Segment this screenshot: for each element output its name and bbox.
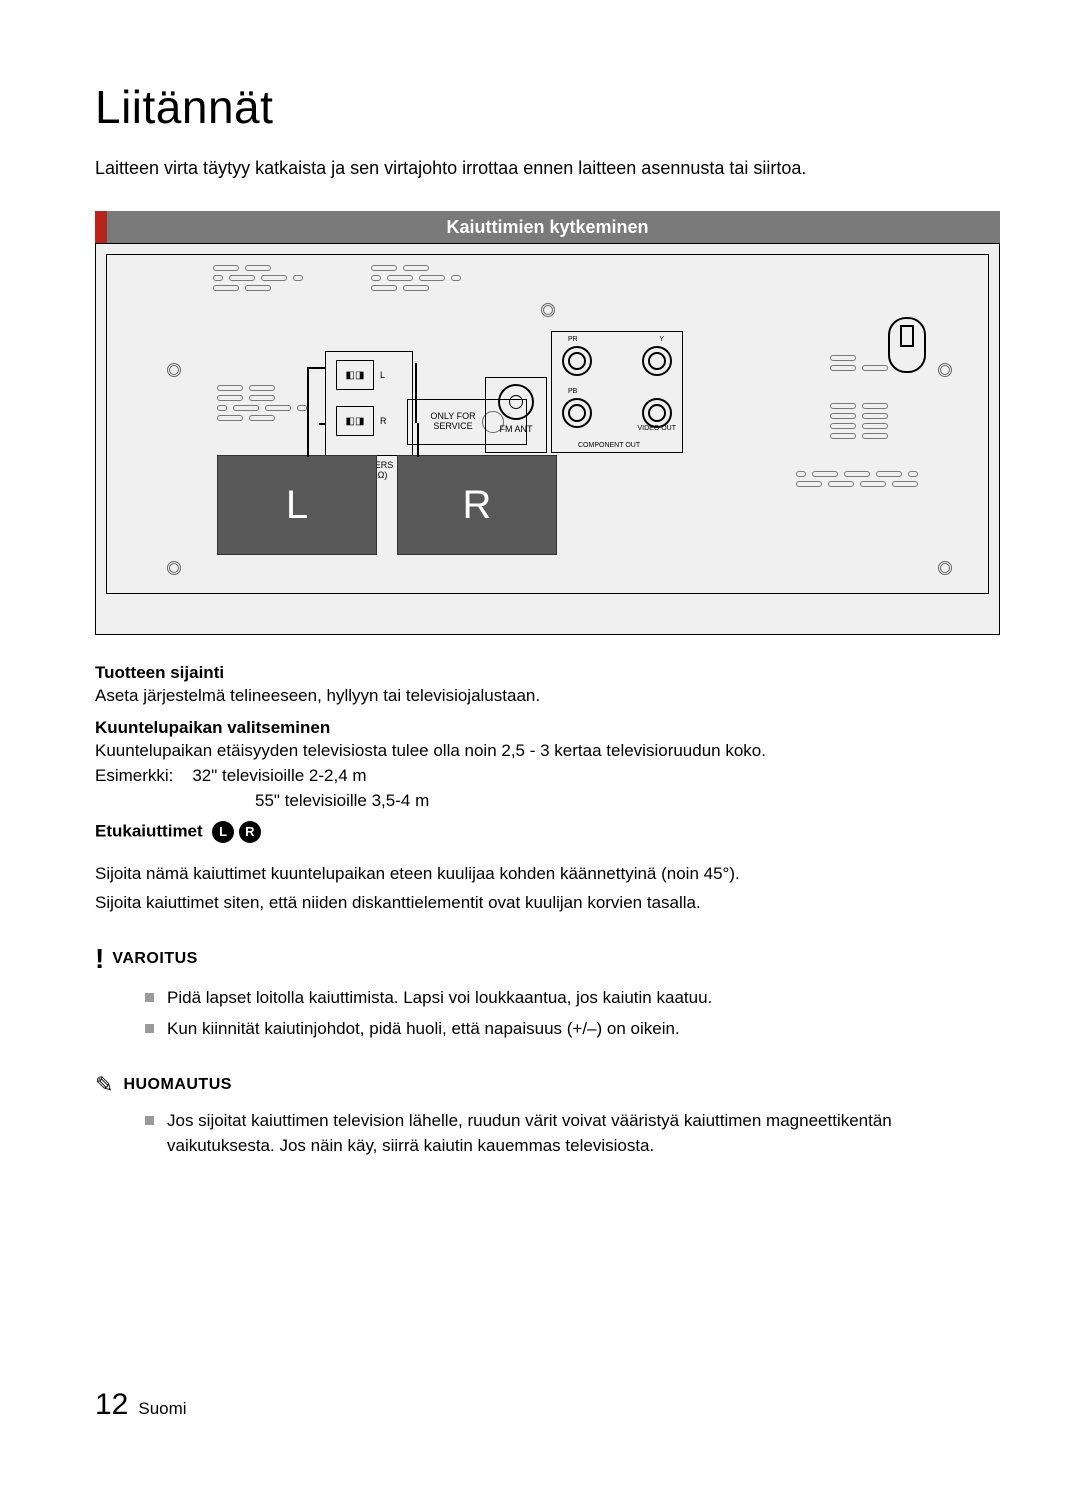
page-footer: 12 Suomi bbox=[95, 1388, 187, 1422]
rca-y bbox=[642, 346, 672, 376]
speaker-r-letter: R bbox=[463, 483, 492, 528]
service-label: ONLY FORSERVICE bbox=[430, 412, 475, 432]
page-subtitle: Laitteen virta täytyy katkaista ja sen v… bbox=[95, 158, 1000, 179]
screw-icon bbox=[167, 561, 181, 575]
example-row: Esimerkki: 32" televisioille 2-2,4 m bbox=[95, 765, 1000, 788]
vent-group bbox=[796, 471, 918, 487]
component-out-label: COMPONENT OUT bbox=[578, 442, 640, 449]
fm-ant-connector bbox=[498, 384, 534, 420]
l-label: L bbox=[380, 370, 385, 380]
pr-label: PR bbox=[568, 336, 578, 343]
example-55: 55" televisioille 3,5-4 m bbox=[255, 790, 1000, 813]
pb-label: PB bbox=[568, 388, 577, 395]
warning-header: ! VAROITUS bbox=[95, 943, 1000, 975]
front-speakers-heading: Etukaiuttimet L R bbox=[95, 821, 1000, 843]
vent-group bbox=[217, 385, 307, 421]
cable bbox=[309, 367, 325, 369]
cable bbox=[415, 363, 417, 423]
cable bbox=[307, 367, 309, 457]
listening-location-text: Kuuntelupaikan etäisyyden televisiosta t… bbox=[95, 740, 1000, 763]
cable bbox=[319, 423, 325, 425]
section-header: Kaiuttimien kytkeminen bbox=[95, 211, 1000, 243]
fm-ant-label: FM ANT bbox=[500, 424, 533, 434]
left-front-speaker: L bbox=[217, 455, 377, 555]
front-text-1: Sijoita nämä kaiuttimet kuuntelupaikan e… bbox=[95, 863, 1000, 886]
cable bbox=[417, 423, 419, 457]
r-label: R bbox=[380, 416, 387, 426]
rca-pr bbox=[562, 346, 592, 376]
screw-icon bbox=[167, 363, 181, 377]
vent-group bbox=[830, 403, 888, 439]
listening-location-heading: Kuuntelupaikan valitseminen bbox=[95, 718, 1000, 738]
note-item: Jos sijoitat kaiuttimen television lähel… bbox=[145, 1108, 1000, 1159]
video-out-label: VIDEO OUT bbox=[637, 425, 676, 432]
note-title: HUOMAUTUS bbox=[123, 1076, 232, 1094]
section-header-text: Kaiuttimien kytkeminen bbox=[446, 217, 648, 238]
warning-list: Pidä lapset loitolla kaiuttimista. Lapsi… bbox=[95, 985, 1000, 1042]
r-circle-icon: R bbox=[239, 821, 261, 843]
diagram-container: ◧◨ L ◧◨ R SPEAKERSOUT(8Ω) ONLY FORSERVIC… bbox=[95, 243, 1000, 635]
example-label: Esimerkki: bbox=[95, 766, 173, 785]
vent-group bbox=[213, 265, 303, 291]
note-icon: ✎ bbox=[95, 1072, 113, 1098]
page-title: Liitännät bbox=[95, 80, 1000, 134]
screw-icon bbox=[938, 561, 952, 575]
rca-video bbox=[642, 398, 672, 428]
page-number: 12 bbox=[95, 1388, 128, 1422]
speakers-out-panel: ◧◨ L ◧◨ R SPEAKERSOUT(8Ω) bbox=[325, 351, 413, 456]
warning-item: Pidä lapset loitolla kaiuttimista. Lapsi… bbox=[145, 985, 1000, 1011]
note-header: ✎ HUOMAUTUS bbox=[95, 1072, 1000, 1098]
page-language: Suomi bbox=[138, 1399, 186, 1419]
warning-item: Kun kiinnität kaiutinjohdot, pidä huoli,… bbox=[145, 1016, 1000, 1042]
power-plug-icon bbox=[888, 317, 926, 373]
vent-group bbox=[371, 265, 461, 291]
right-front-speaker: R bbox=[397, 455, 557, 555]
fm-ant-panel: FM ANT bbox=[485, 377, 547, 453]
warning-title: VAROITUS bbox=[112, 950, 197, 968]
l-circle-icon: L bbox=[212, 821, 234, 843]
speaker-r-connector: ◧◨ bbox=[336, 406, 374, 436]
component-out-panel: PR Y PB VIDEO OUT COMPONENT OUT bbox=[551, 331, 683, 453]
product-location-heading: Tuotteen sijainti bbox=[95, 663, 1000, 683]
product-location-text: Aseta järjestelmä telineeseen, hyllyyn t… bbox=[95, 685, 1000, 708]
note-list: Jos sijoitat kaiuttimen television lähel… bbox=[95, 1108, 1000, 1159]
y-label: Y bbox=[659, 336, 664, 343]
screw-icon bbox=[541, 303, 555, 317]
warning-icon: ! bbox=[95, 943, 104, 975]
speaker-l-connector: ◧◨ bbox=[336, 360, 374, 390]
front-text-2: Sijoita kaiuttimet siten, että niiden di… bbox=[95, 892, 1000, 915]
rca-pb bbox=[562, 398, 592, 428]
rear-panel-diagram: ◧◨ L ◧◨ R SPEAKERSOUT(8Ω) ONLY FORSERVIC… bbox=[106, 254, 989, 594]
vent-group bbox=[830, 355, 888, 371]
manual-page: Liitännät Laitteen virta täytyy katkaist… bbox=[0, 0, 1080, 1502]
front-speakers-label: Etukaiuttimet bbox=[95, 821, 203, 840]
speaker-l-letter: L bbox=[286, 483, 308, 528]
example-32: 32" televisioille 2-2,4 m bbox=[192, 766, 366, 785]
screw-icon bbox=[938, 363, 952, 377]
